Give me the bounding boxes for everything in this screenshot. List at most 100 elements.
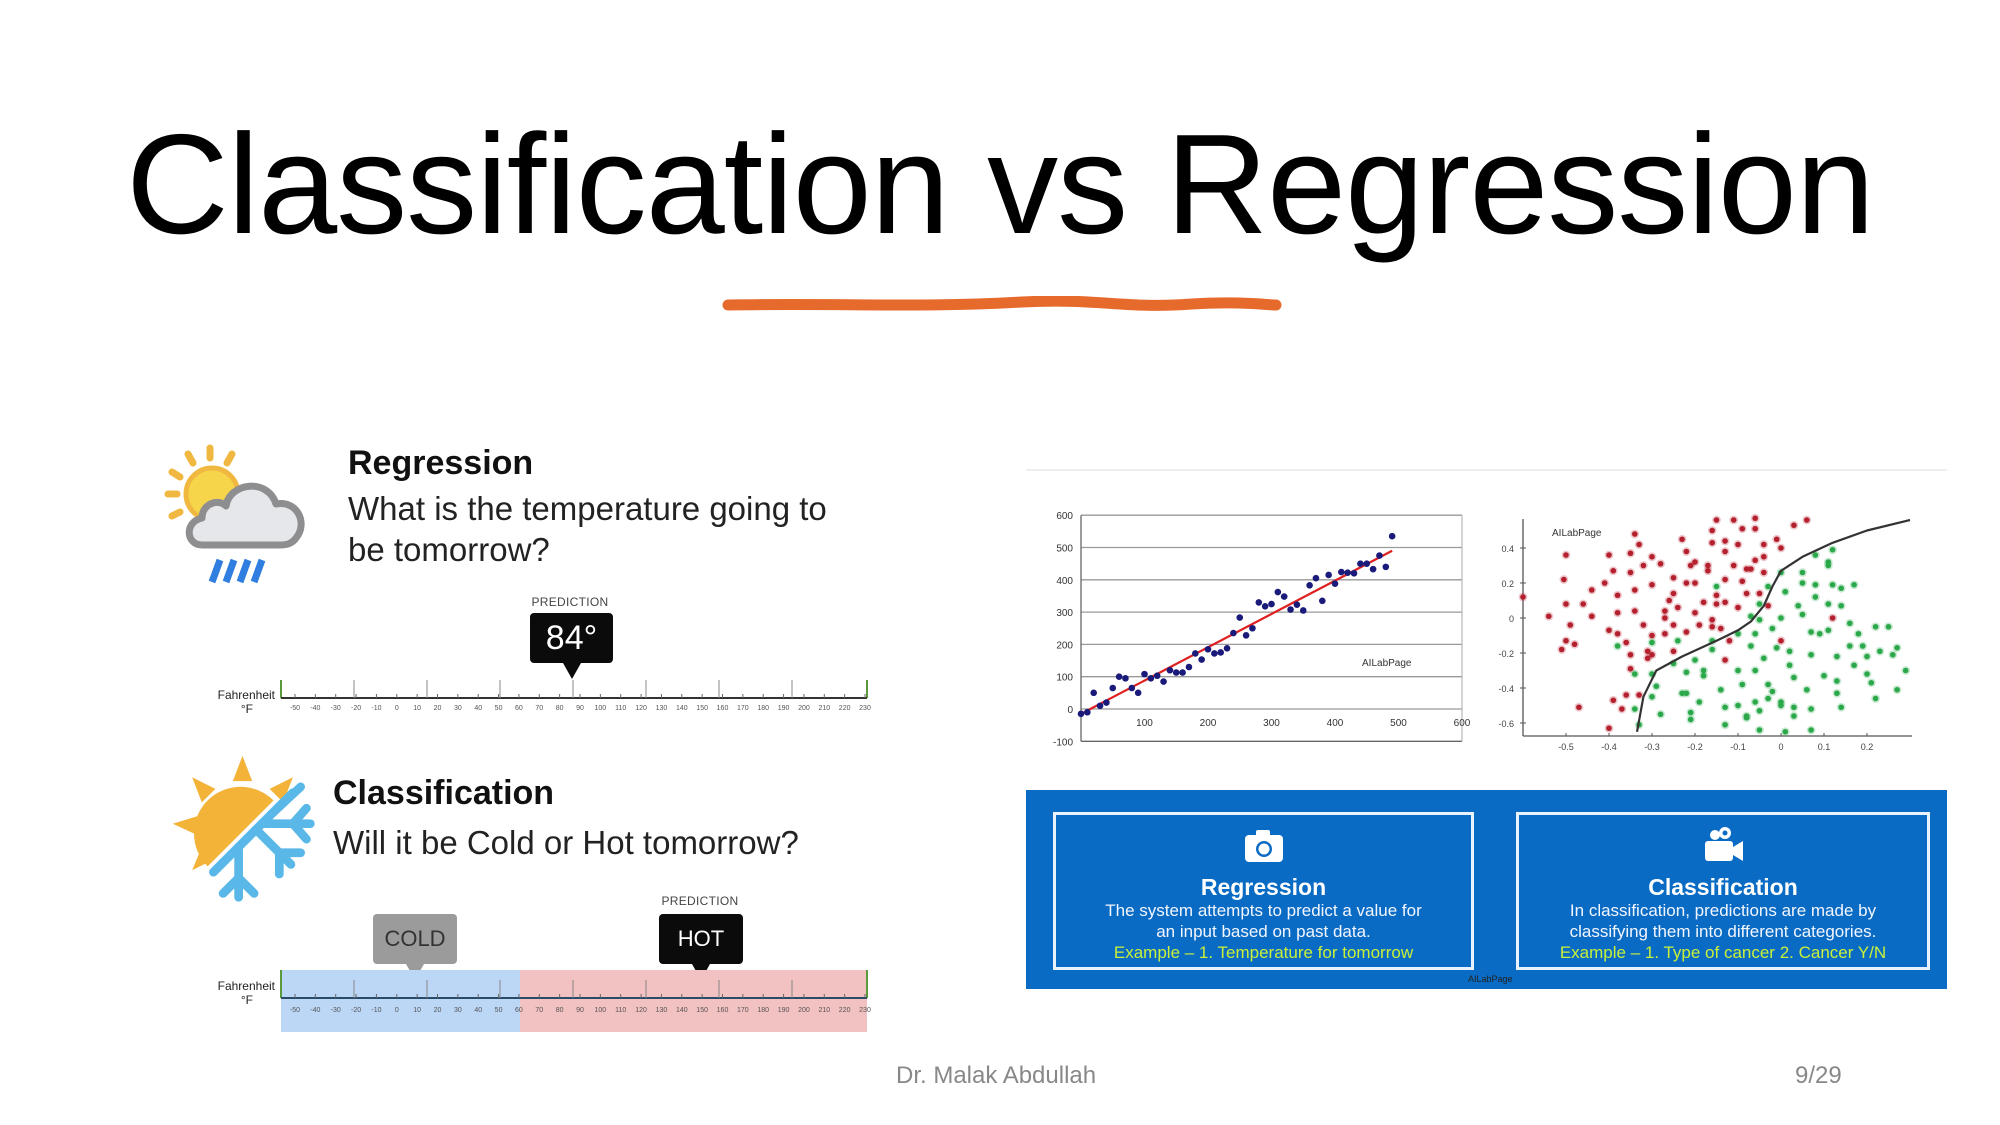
svg-text:70: 70 <box>535 705 543 712</box>
svg-text:300: 300 <box>1056 608 1073 619</box>
svg-text:180: 180 <box>757 705 769 712</box>
svg-text:140: 140 <box>676 705 688 712</box>
svg-text:100: 100 <box>595 1007 607 1014</box>
hot-prediction-label: HOT <box>659 914 743 980</box>
svg-text:-40: -40 <box>310 1007 320 1014</box>
svg-text:-10: -10 <box>371 705 381 712</box>
svg-text:600: 600 <box>1454 718 1471 729</box>
sun-snowflake-icon <box>172 755 315 902</box>
svg-text:0.2: 0.2 <box>1501 579 1514 589</box>
sun-cloud-rain-icon <box>164 444 305 584</box>
video-camera-icon <box>1705 827 1743 861</box>
svg-text:60: 60 <box>515 705 523 712</box>
svg-text:-50: -50 <box>290 705 300 712</box>
svg-text:200: 200 <box>798 1007 810 1014</box>
svg-text:20: 20 <box>434 705 442 712</box>
svg-text:400: 400 <box>1056 576 1073 587</box>
svg-text:140: 140 <box>676 1007 688 1014</box>
regression-scatter-chart: 600 500 400 300 200 100 0 -100 100 200 300 400 500 60… <box>1053 511 1471 748</box>
regression-temperature-scale: -50 -40 -30 -20 -10 0 10 20 30 40 50 60 70 80 90 100 110… <box>280 680 871 712</box>
svg-text:-40: -40 <box>310 705 320 712</box>
svg-text:40: 40 <box>474 1007 482 1014</box>
svg-text:100: 100 <box>1056 673 1073 684</box>
svg-text:10: 10 <box>413 1007 421 1014</box>
svg-text:0: 0 <box>395 705 399 712</box>
band-watermark: AILabPage <box>1468 974 1513 984</box>
svg-text:400: 400 <box>1327 718 1344 729</box>
svg-text:0: 0 <box>395 1007 399 1014</box>
svg-text:160: 160 <box>717 705 729 712</box>
svg-text:100: 100 <box>595 705 607 712</box>
classification-temperature-scale: -50 -40 -30 -20 -10 0 10 20 30 40 50 60 70 80 90 100 110… <box>280 970 871 1032</box>
svg-text:160: 160 <box>717 1007 729 1014</box>
svg-text:220: 220 <box>839 1007 851 1014</box>
regression-card-text-1: The system attempts to predict a value f… <box>1105 901 1422 920</box>
svg-text:60: 60 <box>515 1007 523 1014</box>
svg-text:150: 150 <box>696 705 708 712</box>
svg-text:110: 110 <box>615 705 626 712</box>
svg-text:40: 40 <box>474 705 482 712</box>
svg-text:70: 70 <box>535 1007 543 1014</box>
svg-text:-0.4: -0.4 <box>1498 684 1514 694</box>
svg-text:-10: -10 <box>371 1007 381 1014</box>
svg-text:220: 220 <box>839 705 851 712</box>
svg-text:230: 230 <box>859 1007 871 1014</box>
svg-text:0: 0 <box>1509 614 1514 624</box>
classification-card-example: Example – 1. Type of cancer 2. Cancer Y/… <box>1559 943 1887 962</box>
svg-text:30: 30 <box>454 1007 462 1014</box>
regression-prediction-label: PREDICTION <box>531 595 609 609</box>
regression-prediction-value: 84° <box>530 613 613 679</box>
svg-text:-30: -30 <box>331 1007 341 1014</box>
svg-text:-0.1: -0.1 <box>1730 742 1746 752</box>
regression-heading: Regression <box>348 444 534 482</box>
svg-text:-0.2: -0.2 <box>1498 649 1514 659</box>
svg-text:0: 0 <box>1778 742 1783 752</box>
svg-text:90: 90 <box>576 1007 584 1014</box>
slide-title: Classification vs Regression <box>126 105 1875 264</box>
svg-text:190: 190 <box>778 705 790 712</box>
svg-text:-0.4: -0.4 <box>1601 742 1617 752</box>
svg-text:-0.2: -0.2 <box>1687 742 1703 752</box>
classification-question: Will it be Cold or Hot tomorrow? <box>333 824 799 861</box>
footer-author: Dr. Malak Abdullah <box>896 1062 1097 1089</box>
svg-text:80: 80 <box>556 1007 564 1014</box>
svg-text:130: 130 <box>656 1007 668 1014</box>
charts-area: 600 500 400 300 200 100 0 -100 100 200 300 400 500 60… <box>1053 511 1912 752</box>
svg-text:130: 130 <box>656 705 668 712</box>
regression-axis-unit: Fahrenheit °F <box>217 688 275 716</box>
regression-card: Regression The system attempts to predic… <box>1053 812 1474 970</box>
classification-prediction-label: PREDICTION <box>661 894 739 908</box>
classification-card-title: Classification <box>1648 874 1798 900</box>
svg-text:120: 120 <box>635 1007 647 1014</box>
regression-card-text-2: an input based on past data. <box>1156 922 1371 941</box>
svg-text:100: 100 <box>1136 718 1153 729</box>
svg-text:80: 80 <box>556 705 564 712</box>
svg-text:180: 180 <box>757 1007 769 1014</box>
svg-text:-20: -20 <box>351 1007 361 1014</box>
svg-text:90: 90 <box>576 705 584 712</box>
svg-text:-30: -30 <box>331 705 341 712</box>
svg-text:300: 300 <box>1263 718 1280 729</box>
camera-icon <box>1244 830 1283 862</box>
svg-text:0: 0 <box>1067 705 1073 716</box>
classification-scatter-chart: 0.4 0.2 0 -0.2 -0.4 -0.6 -0.5 -0.4 -0.3 -0.2 -0.1 0… <box>1498 513 1912 752</box>
svg-text:210: 210 <box>818 705 830 712</box>
svg-text:110: 110 <box>615 1007 626 1014</box>
regression-question-line2: be tomorrow? <box>348 531 550 568</box>
svg-text:-0.3: -0.3 <box>1644 742 1660 752</box>
classification-card: Classification In classification, predic… <box>1516 812 1930 970</box>
classification-heading: Classification <box>333 774 555 812</box>
svg-text:10: 10 <box>413 705 421 712</box>
svg-text:0.4: 0.4 <box>1501 544 1514 554</box>
svg-text:500: 500 <box>1390 718 1407 729</box>
svg-text:0.2: 0.2 <box>1861 742 1874 752</box>
svg-text:50: 50 <box>495 705 503 712</box>
title-underline <box>722 296 1282 311</box>
svg-text:210: 210 <box>818 1007 830 1014</box>
svg-text:30: 30 <box>454 705 462 712</box>
svg-text:0.1: 0.1 <box>1818 742 1831 752</box>
classification-card-text-1: In classification, predictions are made … <box>1569 901 1877 920</box>
svg-text:120: 120 <box>635 705 647 712</box>
regression-card-example: Example – 1. Temperature for tomorrow <box>1113 943 1414 962</box>
regression-question-line1: What is the temperature going to <box>348 490 827 527</box>
